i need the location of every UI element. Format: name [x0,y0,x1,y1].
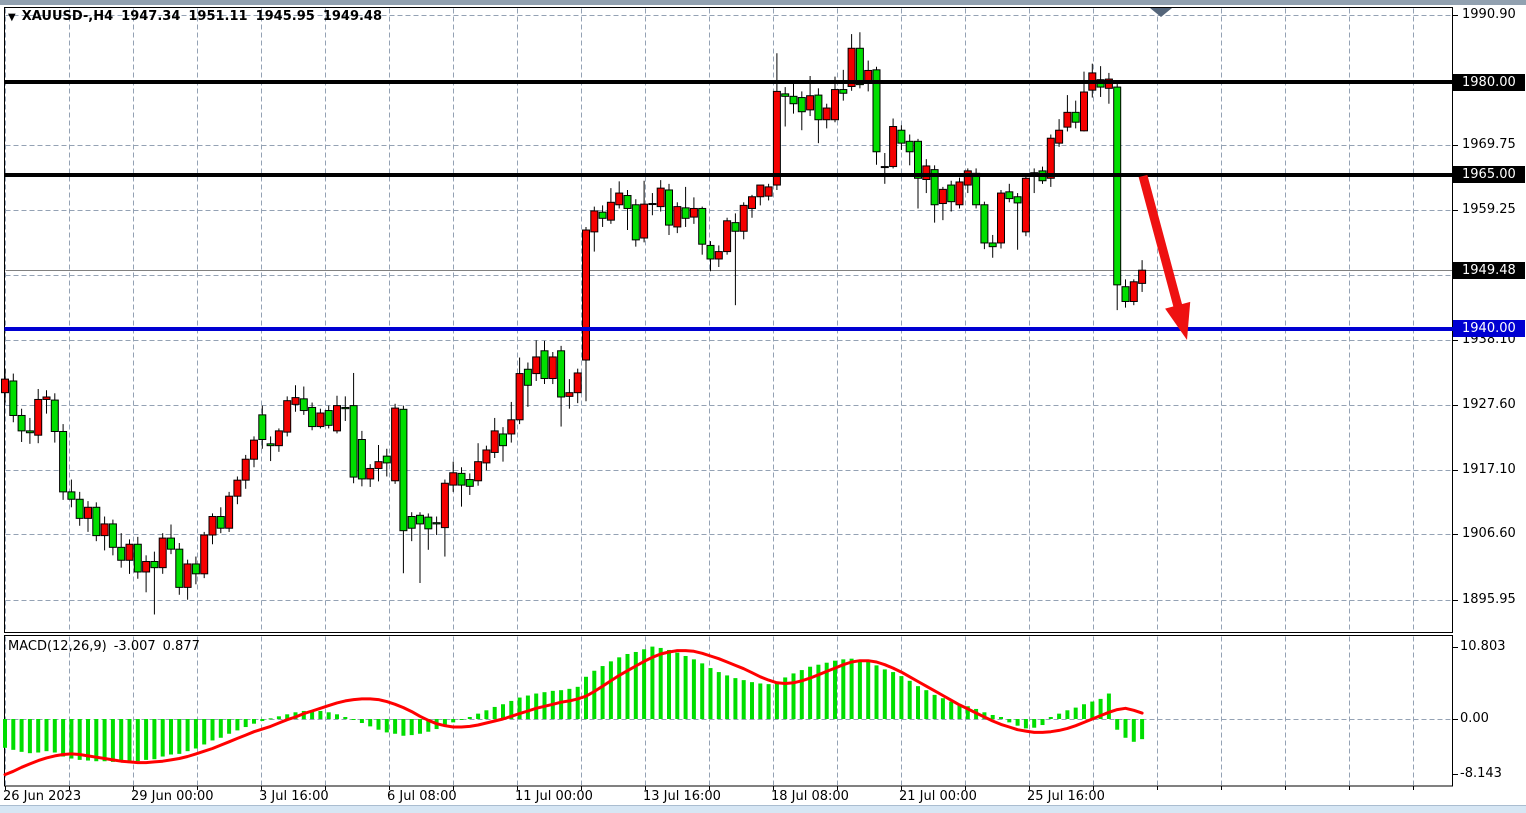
annotation-arrow-icon [1138,174,1191,340]
time-tick-label: 25 Jul 16:00 [1027,789,1105,804]
price-tick-label: 1917.10 [1462,461,1516,477]
macd-main-value: -3.007 [113,639,156,654]
time-tick-label: 13 Jul 16:00 [643,789,721,804]
macd-signal-line [3,649,1144,777]
time-tick-label: 11 Jul 00:00 [515,789,593,804]
macd-tick-label: -8.143 [1460,765,1502,781]
time-tick-label: 6 Jul 08:00 [387,789,457,804]
candles-layer [1,32,1147,615]
price-level-badge: 1980.00 [1453,73,1525,91]
time-tick-label: 18 Jul 08:00 [771,789,849,804]
ohlc-open: 1947.34 [121,9,181,24]
macd-layer [3,646,1145,777]
symbol-marker-icon: ▼ [8,12,16,23]
ohlc-high: 1951.11 [188,9,248,24]
price-tick-label: 1959.25 [1462,202,1516,217]
price-tick-label: 1906.60 [1462,526,1516,542]
chart-shift-marker-icon [1150,8,1172,17]
window-top-edge [0,0,1526,5]
main-chart-pane [4,7,1453,633]
macd-name: MACD(12,26,9) [8,639,107,654]
time-tick-label: 21 Jul 00:00 [899,789,977,804]
price-tick-label: 1895.95 [1462,592,1516,607]
macd-tick-label: 0.00 [1460,711,1489,726]
price-level-badge: 1940.00 [1453,320,1525,338]
macd-indicator-label: MACD(12,26,9) -3.007 0.877 [8,639,207,654]
current-price-badge: 1949.48 [1453,261,1525,279]
price-tick-label: 1969.75 [1462,137,1516,153]
levels-layer [4,80,1453,331]
price-level-badge: 1965.00 [1453,166,1525,184]
time-tick-label: 3 Jul 16:00 [259,789,329,804]
time-tick-label: 26 Jun 2023 [3,789,82,804]
price-tick-label: 1990.90 [1462,7,1516,22]
window-bottom-edge [0,805,1526,813]
macd-signal-value: 0.877 [162,639,200,654]
pane-borders [4,7,1453,787]
price-tick-label: 1927.60 [1462,397,1516,412]
macd-tick-label: 10.803 [1460,638,1506,654]
chart-title: ▼ XAUUSD-,H4 1947.34 1951.11 1945.95 1949.48 [8,9,390,24]
ohlc-low: 1945.95 [255,9,315,24]
ohlc-close: 1949.48 [322,9,383,24]
symbol-timeframe: XAUUSD-,H4 [21,9,114,24]
time-tick-label: 29 Jun 00:00 [131,789,214,804]
